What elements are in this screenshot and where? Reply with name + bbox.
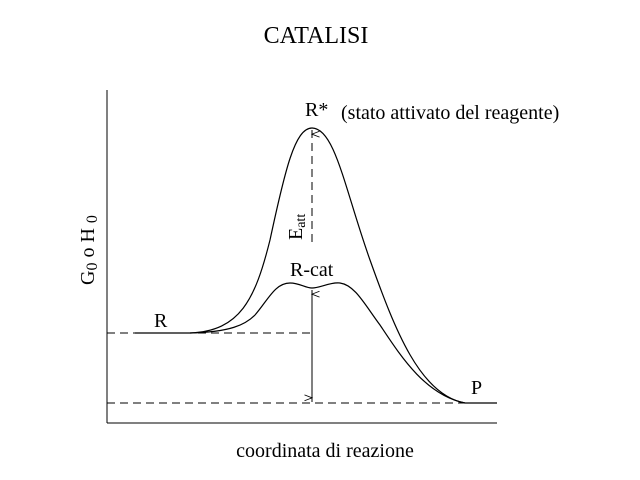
- catalyzed-curve: [189, 282, 466, 404]
- x-axis-label: coordinata di reazione: [236, 440, 414, 462]
- y-label-g-sub: 0: [84, 263, 101, 271]
- r-label: R: [154, 310, 168, 332]
- y-label-g: G: [77, 271, 99, 285]
- p-label: P: [471, 377, 482, 399]
- uncatalyzed-curve: [135, 127, 497, 404]
- r-star-note: (stato attivato del reagente): [341, 102, 559, 124]
- y-axis-label: G0 o H 0: [77, 215, 101, 285]
- r-cat-label: R-cat: [290, 259, 334, 281]
- y-label-h-sub: 0: [84, 215, 101, 223]
- y-label-h: o H: [77, 223, 99, 262]
- e-att-main: E: [285, 228, 307, 240]
- e-att-sub: att: [294, 214, 309, 228]
- e-att-label: Eatt: [285, 214, 309, 240]
- title: CATALISI: [264, 23, 369, 49]
- r-star-label: R*: [305, 99, 328, 121]
